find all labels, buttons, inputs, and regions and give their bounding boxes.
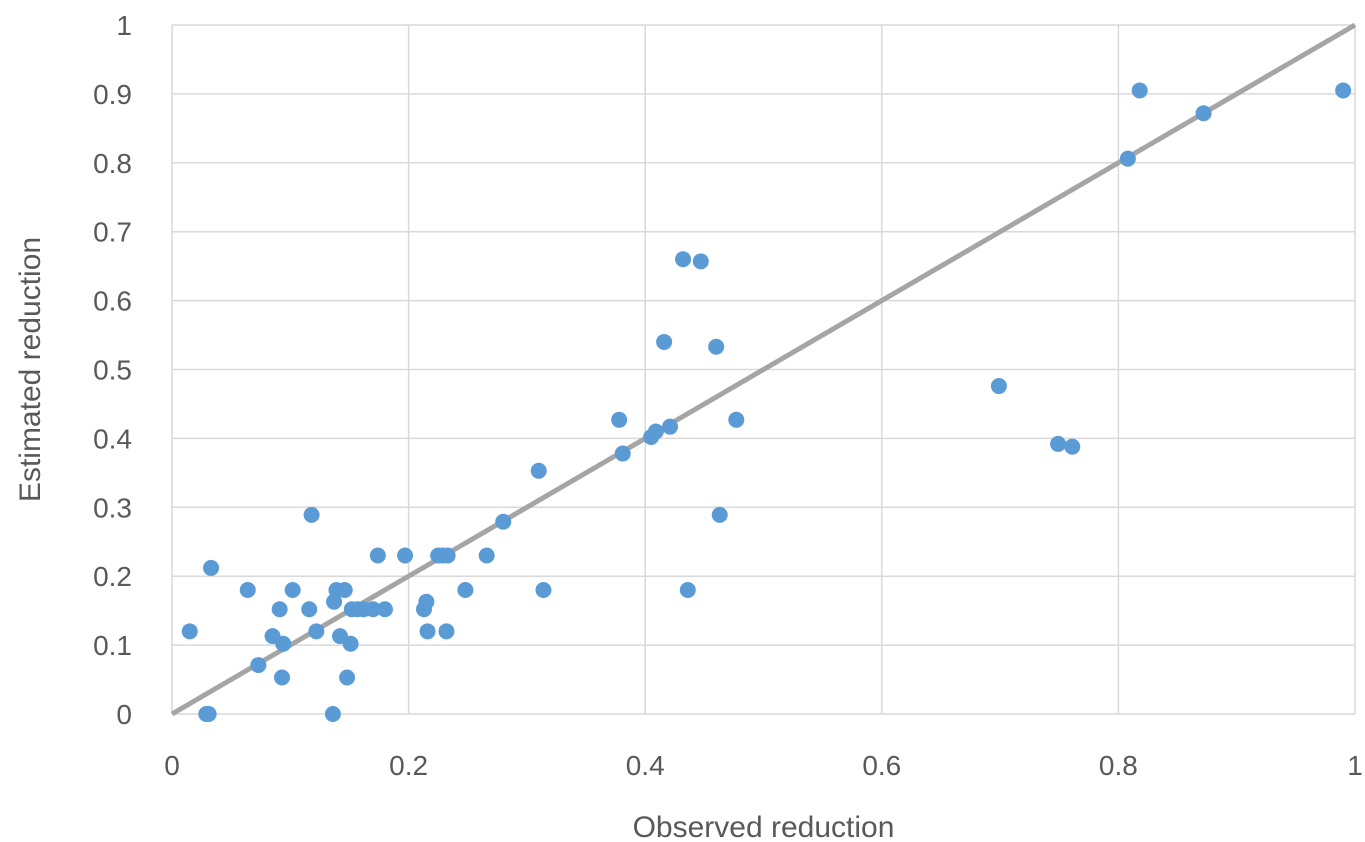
x-tick-label: 0.4 — [626, 750, 665, 781]
data-point — [419, 623, 436, 640]
data-point — [271, 601, 288, 618]
data-point — [1050, 435, 1067, 452]
data-point — [418, 593, 435, 610]
y-tick-label: 1 — [116, 10, 132, 41]
data-point — [990, 378, 1007, 395]
y-tick-label: 0.7 — [93, 217, 132, 248]
data-point — [284, 581, 301, 598]
data-point — [200, 706, 217, 722]
x-tick-label: 0.2 — [389, 750, 428, 781]
y-tick-label: 0.3 — [93, 492, 132, 523]
y-tick-label: 0.1 — [93, 630, 132, 661]
data-point — [1195, 105, 1212, 122]
data-point — [376, 601, 393, 618]
data-point — [1119, 150, 1136, 167]
y-tick-label: 0.2 — [93, 561, 132, 592]
y-tick-label: 0.6 — [93, 286, 132, 317]
reference-line — [170, 22, 1357, 717]
data-points — [181, 82, 1352, 722]
data-point — [614, 445, 631, 462]
data-point — [303, 506, 320, 523]
x-tick-label: 0.6 — [862, 750, 901, 781]
data-point — [1131, 82, 1148, 99]
data-point — [439, 547, 456, 564]
data-point — [457, 581, 474, 598]
data-point — [1335, 82, 1352, 99]
data-point — [324, 706, 341, 722]
data-point — [711, 506, 728, 523]
y-tick-label: 0.5 — [93, 355, 132, 386]
data-point — [308, 623, 325, 640]
data-point — [336, 581, 353, 598]
data-point — [679, 581, 696, 598]
data-point — [250, 657, 267, 674]
x-axis-title: Observed reduction — [633, 811, 895, 842]
data-point — [530, 462, 547, 479]
data-point — [478, 547, 495, 564]
data-point — [647, 423, 664, 440]
data-point — [181, 623, 198, 640]
data-point — [369, 547, 386, 564]
data-point — [301, 601, 318, 618]
data-point — [728, 411, 745, 428]
x-tick-label: 0 — [164, 750, 180, 781]
data-point — [1064, 438, 1081, 455]
y-axis-title: Estimated reduction — [14, 237, 47, 502]
tick-labels: 0 0.1 0.2 0.3 0.4 0.5 0.6 0.7 0.8 0.9 1 0 0.2 0.4 0.6 0… — [93, 10, 1363, 781]
data-point — [365, 601, 382, 618]
data-point — [339, 669, 356, 686]
data-point — [239, 581, 256, 598]
y-tick-label: 0.8 — [93, 148, 132, 179]
y-tick-label: 0 — [116, 699, 132, 730]
data-point — [495, 513, 512, 530]
data-point — [274, 669, 291, 686]
data-point — [611, 411, 628, 428]
data-point — [656, 333, 673, 350]
data-point — [675, 251, 692, 268]
data-point — [275, 635, 292, 652]
data-point — [438, 623, 455, 640]
data-point — [535, 581, 552, 598]
x-tick-label: 0.8 — [1099, 750, 1138, 781]
y-tick-label: 0.4 — [93, 423, 132, 454]
data-point — [203, 559, 220, 576]
data-point — [708, 338, 725, 355]
data-point — [397, 547, 414, 564]
y-tick-label: 0.9 — [93, 79, 132, 110]
data-point — [692, 253, 709, 270]
x-tick-label: 1 — [1347, 750, 1363, 781]
data-point — [342, 635, 359, 652]
data-point — [662, 418, 679, 435]
